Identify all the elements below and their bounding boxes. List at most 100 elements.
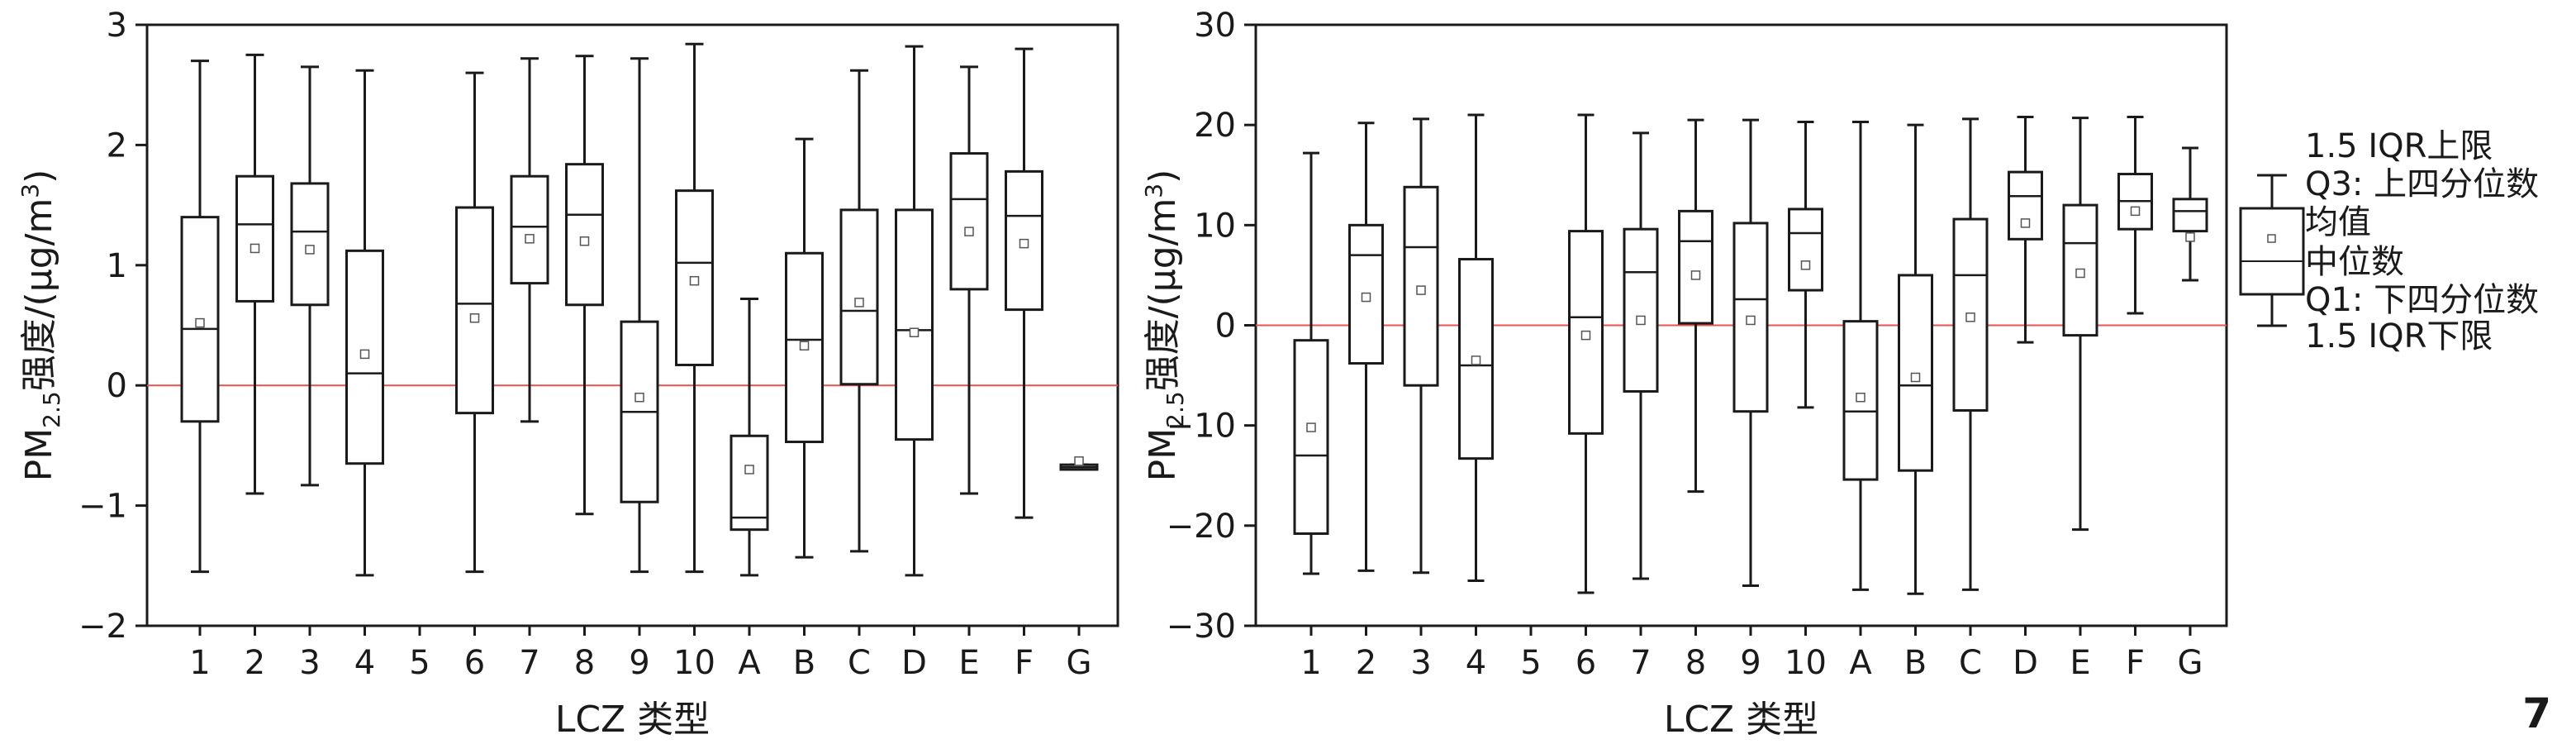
box-iqr: [1788, 207, 1823, 292]
mean-marker: [1306, 422, 1316, 432]
x-tick-label: 1: [189, 644, 210, 682]
mean-marker: [1074, 456, 1084, 466]
x-tick-label: 2: [1356, 644, 1376, 682]
x-tick-label: 4: [1466, 644, 1486, 682]
x-tick-label: B: [793, 644, 815, 682]
x-tick-label: G: [2178, 644, 2203, 682]
mean-marker: [1361, 292, 1371, 303]
box-F: [1005, 47, 1043, 519]
box-4: [345, 69, 384, 577]
x-tick-label: F: [1015, 644, 1034, 682]
mean-marker: [2075, 268, 2085, 279]
box-E: [949, 65, 989, 495]
box-iqr: [1678, 209, 1713, 325]
x-tick-label: 7: [1630, 644, 1651, 682]
box-2: [235, 53, 274, 495]
box-10: [1788, 121, 1823, 409]
legend-box: [2239, 207, 2305, 296]
x-axis-label: LCZ 类型: [555, 699, 710, 741]
mean-marker: [1746, 315, 1756, 326]
y-tick-label: 10: [1194, 207, 1236, 245]
box-iqr: [455, 206, 494, 415]
x-tick-label: 9: [1740, 644, 1761, 682]
mean-marker: [1965, 312, 1975, 322]
y-tick-label: −20: [1167, 508, 1236, 546]
mean-marker: [2185, 232, 2195, 242]
mean-marker: [854, 298, 864, 308]
mean-marker: [964, 227, 974, 236]
box-iqr: [1623, 227, 1659, 393]
mean-marker: [1800, 260, 1811, 270]
page-number: 7: [2522, 689, 2551, 737]
x-axis-label: LCZ 类型: [1664, 699, 1818, 741]
x-tick-label: C: [848, 644, 871, 682]
x-tick-label: 2: [245, 644, 265, 682]
x-tick-label: 3: [299, 644, 320, 682]
mean-marker: [1580, 330, 1591, 341]
box-iqr: [2008, 170, 2043, 241]
box-D: [895, 45, 934, 577]
x-tick-label: 1: [1300, 644, 1321, 682]
legend-item-iqr-lower: 1.5 IQR下限: [2305, 317, 2493, 355]
box-B: [1898, 123, 1933, 595]
box-iqr: [949, 152, 989, 291]
y-tick-label: −2: [78, 608, 127, 646]
x-tick-label: G: [1067, 644, 1092, 682]
y-tick-label: 20: [1194, 107, 1236, 145]
mean-marker: [799, 341, 810, 351]
mean-marker: [359, 349, 370, 360]
box-B: [785, 137, 824, 559]
box-9: [620, 57, 659, 574]
mean-marker: [579, 236, 590, 246]
x-tick-label: 6: [1576, 644, 1596, 682]
box-A: [1842, 121, 1879, 591]
y-tick-label: −1: [78, 488, 127, 526]
box-7: [510, 57, 549, 423]
x-tick-label: 10: [673, 644, 715, 682]
box-iqr: [510, 174, 549, 285]
mean-marker: [1019, 238, 1029, 249]
x-tick-label: 8: [574, 644, 595, 682]
x-tick-label: D: [901, 644, 927, 682]
legend-item-q3: Q3: 上四分位数: [2305, 165, 2539, 203]
box-F: [2117, 115, 2153, 315]
x-tick-label: A: [1849, 644, 1872, 682]
x-tick-label: 6: [464, 644, 485, 682]
box-C: [839, 69, 879, 553]
boxplot-legend: 1.5 IQR上限 Q3: 上四分位数 均值 中位数 Q1: 下四分位数 1.5…: [2239, 127, 2539, 355]
legend-item-q1: Q1: 下四分位数: [2305, 281, 2539, 319]
x-tick-label: A: [738, 644, 761, 682]
mean-marker: [2130, 206, 2141, 217]
y-tick-label: 3: [107, 7, 127, 45]
y-tick-label: −10: [1167, 408, 1236, 446]
box-iqr: [730, 434, 769, 532]
legend-item-mean: 均值: [2305, 203, 2371, 241]
y-tick-label: 1: [107, 247, 127, 285]
mean-marker: [1690, 270, 1701, 280]
box-1: [1293, 151, 1329, 575]
box-G: [2172, 146, 2208, 282]
mean-marker: [634, 392, 644, 403]
mean-marker: [1636, 315, 1646, 326]
box-iqr: [2172, 198, 2208, 233]
box-iqr: [839, 208, 879, 386]
x-tick-label: 7: [519, 644, 539, 682]
y-tick-label: 0: [107, 367, 127, 405]
mean-marker: [1856, 392, 1865, 403]
box-C: [1952, 117, 1989, 591]
x-tick-label: F: [2126, 644, 2145, 682]
x-tick-label: 10: [1785, 644, 1827, 682]
box-iqr: [895, 208, 934, 441]
mean-marker: [469, 313, 480, 323]
legend-item-iqr-upper: 1.5 IQR上限: [2305, 127, 2493, 165]
legend-item-median: 中位数: [2305, 243, 2404, 281]
mean-marker: [1471, 355, 1481, 365]
box-3: [290, 65, 330, 487]
x-tick-label: 9: [629, 644, 649, 682]
y-tick-label: 2: [107, 126, 127, 165]
box-8: [565, 55, 604, 516]
box-3: [1403, 117, 1439, 575]
mean-marker: [250, 243, 260, 254]
box-G: [1059, 456, 1099, 471]
